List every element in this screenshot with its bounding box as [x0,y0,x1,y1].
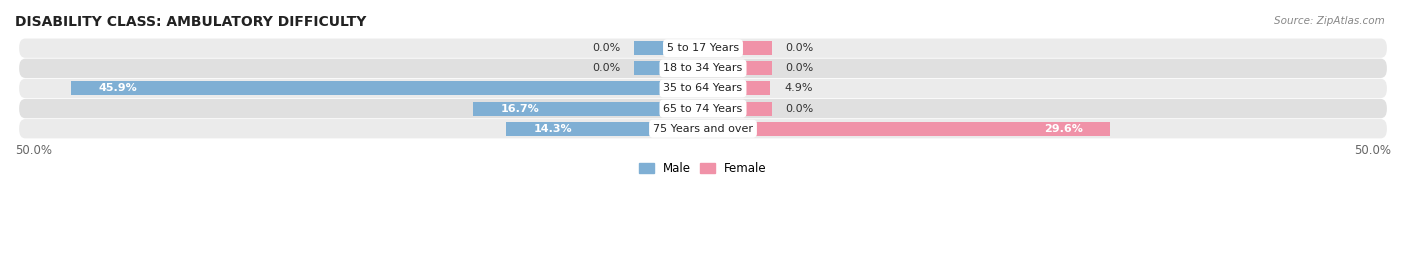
Bar [634,61,703,75]
Text: 0.0%: 0.0% [786,63,814,73]
Text: 50.0%: 50.0% [1354,144,1391,157]
Bar [703,61,772,75]
Bar [506,122,703,136]
Text: 0.0%: 0.0% [592,43,620,53]
Bar [703,41,772,55]
Bar [703,122,1111,136]
Text: 29.6%: 29.6% [1043,124,1083,134]
Text: 50.0%: 50.0% [15,144,52,157]
Text: 4.9%: 4.9% [785,83,813,93]
Bar [72,82,703,95]
Legend: Male, Female: Male, Female [634,158,772,180]
FancyBboxPatch shape [20,59,1386,78]
Bar [703,82,770,95]
Text: 0.0%: 0.0% [786,43,814,53]
Text: 0.0%: 0.0% [592,63,620,73]
Text: 45.9%: 45.9% [98,83,138,93]
Text: DISABILITY CLASS: AMBULATORY DIFFICULTY: DISABILITY CLASS: AMBULATORY DIFFICULTY [15,15,367,29]
Text: Source: ZipAtlas.com: Source: ZipAtlas.com [1274,16,1385,26]
FancyBboxPatch shape [20,119,1386,138]
Text: 14.3%: 14.3% [534,124,572,134]
Text: 18 to 34 Years: 18 to 34 Years [664,63,742,73]
Text: 0.0%: 0.0% [786,104,814,114]
Bar [634,41,703,55]
FancyBboxPatch shape [20,38,1386,58]
Bar [703,101,772,116]
Bar [474,101,703,116]
FancyBboxPatch shape [20,99,1386,118]
FancyBboxPatch shape [20,79,1386,98]
Text: 65 to 74 Years: 65 to 74 Years [664,104,742,114]
Text: 5 to 17 Years: 5 to 17 Years [666,43,740,53]
Text: 16.7%: 16.7% [501,104,540,114]
Text: 75 Years and over: 75 Years and over [652,124,754,134]
Text: 35 to 64 Years: 35 to 64 Years [664,83,742,93]
